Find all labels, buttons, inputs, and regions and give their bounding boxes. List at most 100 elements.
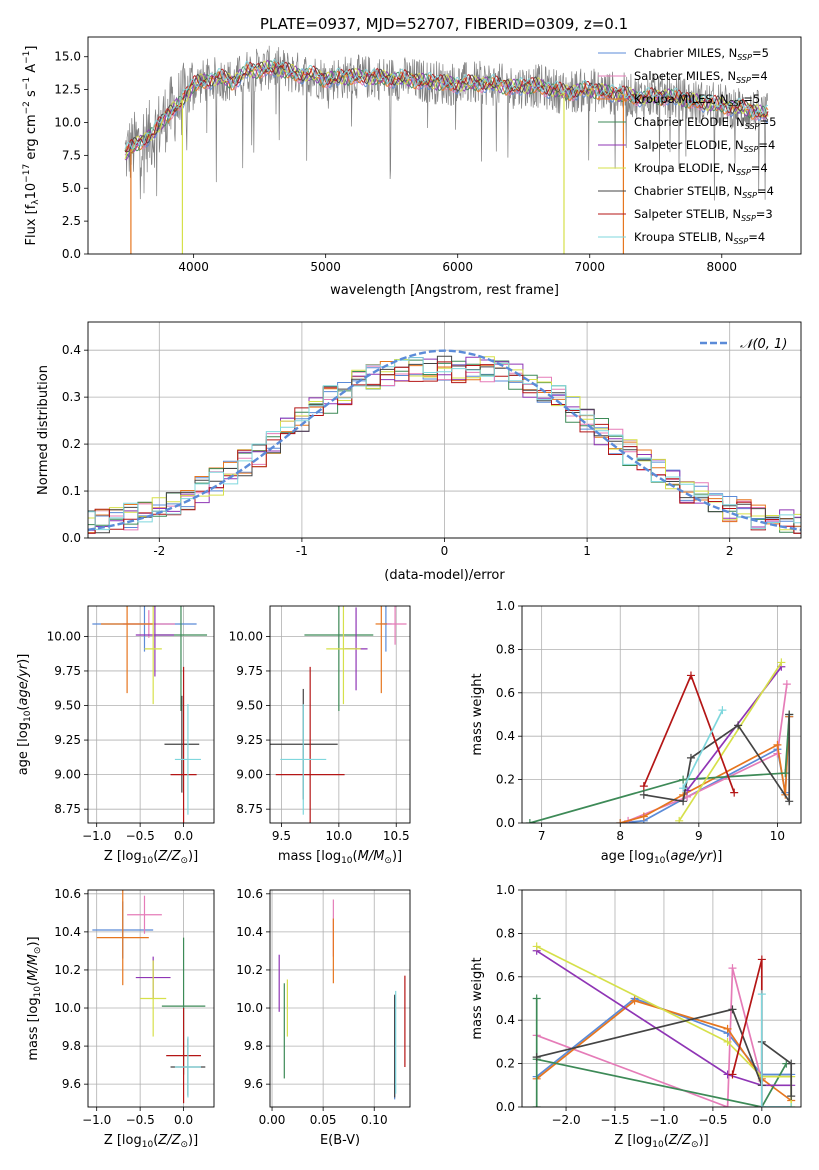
y-tick-label: 10.6 xyxy=(54,887,81,901)
y-tick-label: 10.00 xyxy=(229,629,263,643)
weight-line-s0 xyxy=(620,716,791,823)
x-tick-label: 9.5 xyxy=(272,829,291,843)
plot-area xyxy=(525,658,794,823)
y-tick-label: 10.0 xyxy=(54,1001,81,1015)
plot-area xyxy=(92,890,206,1104)
x-tick-label: 2 xyxy=(726,544,734,558)
x-tick-label: −1.0 xyxy=(82,829,111,843)
y-tick-label: 0.6 xyxy=(496,970,515,984)
weight-marker-s2 xyxy=(616,819,625,823)
y-tick-label: 1.0 xyxy=(496,599,515,613)
x-tick-label: 0.00 xyxy=(259,1113,286,1127)
y-tick-label: 9.6 xyxy=(62,1077,81,1091)
y-tick-label: 5.0 xyxy=(62,181,81,195)
histogram-s1 xyxy=(88,364,801,534)
y-tick-label: 10.6 xyxy=(236,887,263,901)
x-tick-label: 8 xyxy=(616,829,624,843)
plot-spectrum: 4000 5000 6000 7000 8000 0.0 2.5 5.0 7.5 10.0 12.5… xyxy=(22,36,802,298)
legend-entry: Chabrier ELODIE, NSSP=5 xyxy=(634,115,776,131)
weight-marker-s6 xyxy=(734,721,743,730)
y-tick-label: 12.5 xyxy=(54,83,81,97)
y-tick-label: 0.2 xyxy=(62,437,81,451)
age_vs_Z-x-label: Z [log10(Z/Z⊙)] xyxy=(104,849,198,866)
weight-marker-s3 xyxy=(781,769,790,778)
y-tick-label: 10.0 xyxy=(236,1001,263,1015)
y-tick-label: 9.6 xyxy=(244,1077,263,1091)
plot-age_vs_mass: 9.5 10.0 10.5 8.75 9.00 9.25 9.50 9.75 10.00 mass… xyxy=(229,605,411,866)
weight-line-s4 xyxy=(536,950,792,1087)
x-tick-label: 0.0 xyxy=(752,1113,771,1127)
weight-marker-s5 xyxy=(723,1037,732,1046)
model-curve-s0 xyxy=(124,65,769,156)
weight-marker-s6 xyxy=(785,710,794,719)
x-tick-label: 5000 xyxy=(310,260,341,274)
y-tick-label: 15.0 xyxy=(54,50,81,64)
weight-marker-s5 xyxy=(675,816,684,823)
x-tick-label: 4000 xyxy=(178,260,209,274)
x-tick-label: 10.0 xyxy=(325,829,352,843)
weight-marker-s1 xyxy=(773,749,782,758)
age_vs_mass-x-label: mass [log10(M/M⊙)] xyxy=(278,849,402,866)
y-tick-label: 0.4 xyxy=(496,729,515,743)
y-tick-label: 7.5 xyxy=(62,148,81,162)
y-tick-label: 1.0 xyxy=(496,883,515,897)
weight-line-s8 xyxy=(682,709,724,789)
x-tick-label: -2 xyxy=(153,544,165,558)
y-tick-label: 0.3 xyxy=(62,390,81,404)
y-tick-label: 9.00 xyxy=(54,768,81,782)
weight-line-s8 xyxy=(760,994,792,1107)
weight-marker-s1 xyxy=(723,1103,732,1107)
axes-frame xyxy=(87,605,215,824)
plot-age_vs_Z: −1.0 −0.5 0.0 8.75 9.00 9.25 9.50 9.75 10.00 Z [l… xyxy=(47,605,215,866)
weight-marker-s3 xyxy=(679,775,688,784)
weight-marker-s8 xyxy=(679,784,688,793)
axes-frame xyxy=(269,605,411,824)
weight-marker-s3 xyxy=(532,994,541,1003)
y-tick-label: 0.2 xyxy=(496,1057,515,1071)
y-tick-label: 9.75 xyxy=(54,664,81,678)
plot-area xyxy=(88,349,801,534)
histogram-s8 xyxy=(88,357,801,531)
y-tick-label: 0.1 xyxy=(62,484,81,498)
y-tick-label: 10.2 xyxy=(236,963,263,977)
weight_vs_Z-x-label: Z [log10(Z/Z⊙)] xyxy=(614,1133,708,1150)
y-tick-label: 10.2 xyxy=(54,963,81,977)
weight-marker-s3 xyxy=(532,1103,541,1107)
y-tick-label: 8.75 xyxy=(236,802,263,816)
weight-marker-s1 xyxy=(782,680,791,689)
x-tick-label: 0.10 xyxy=(361,1113,388,1127)
weight-line-s1 xyxy=(536,967,763,1107)
legend-entry: Salpeter MILES, NSSP=4 xyxy=(634,69,768,85)
x-tick-label: 9 xyxy=(695,829,703,843)
axes-frame xyxy=(521,605,802,824)
x-tick-label: -1 xyxy=(296,544,308,558)
model-curve-s7 xyxy=(124,61,769,153)
x-tick-label: 7 xyxy=(538,829,546,843)
weight-marker-s6 xyxy=(679,797,688,806)
x-tick-label: −0.5 xyxy=(126,1113,155,1127)
figure-title: PLATE=0937, MJD=52707, FIBERID=0309, z=0… xyxy=(260,15,628,33)
plot-area xyxy=(92,606,208,823)
weight-marker-s1 xyxy=(728,964,737,973)
x-tick-label: −0.5 xyxy=(698,1113,727,1127)
x-tick-label: 1 xyxy=(583,544,591,558)
weight-marker-s2 xyxy=(773,740,782,749)
spectrum-y-label: Flux [fλ10−17 erg cm−2 s−1 A−1] xyxy=(22,46,41,246)
weight-marker-s7 xyxy=(728,1070,737,1079)
plot-area xyxy=(278,899,406,1100)
weight-marker-s8 xyxy=(787,1103,796,1107)
legend-entry: Salpeter STELIB, NSSP=3 xyxy=(634,207,773,223)
plot-mass_vs_Z: −1.0 −0.5 0.0 9.6 9.8 10.0 10.2 10.4 10.6 Z [log1… xyxy=(54,887,215,1150)
plot-weight_vs_Z: −2.0 −1.5 −1.0 −0.5 0.0 0.0 0.2 0.4 0.6 0.8 1.0 Z [… xyxy=(470,883,802,1150)
weight-marker-s7 xyxy=(757,955,766,964)
mass_vs_ebv-x-label: E(B-V) xyxy=(320,1133,360,1148)
x-tick-label: 10 xyxy=(770,829,785,843)
y-tick-label: 10.00 xyxy=(47,629,81,643)
plot-area xyxy=(270,606,407,823)
legend-entry: Salpeter ELODIE, NSSP=4 xyxy=(634,138,775,154)
weight-line-s2 xyxy=(619,716,791,823)
y-tick-label: 10.0 xyxy=(54,115,81,129)
y-tick-label: 0.8 xyxy=(496,926,515,940)
y-tick-label: 9.50 xyxy=(236,699,263,713)
